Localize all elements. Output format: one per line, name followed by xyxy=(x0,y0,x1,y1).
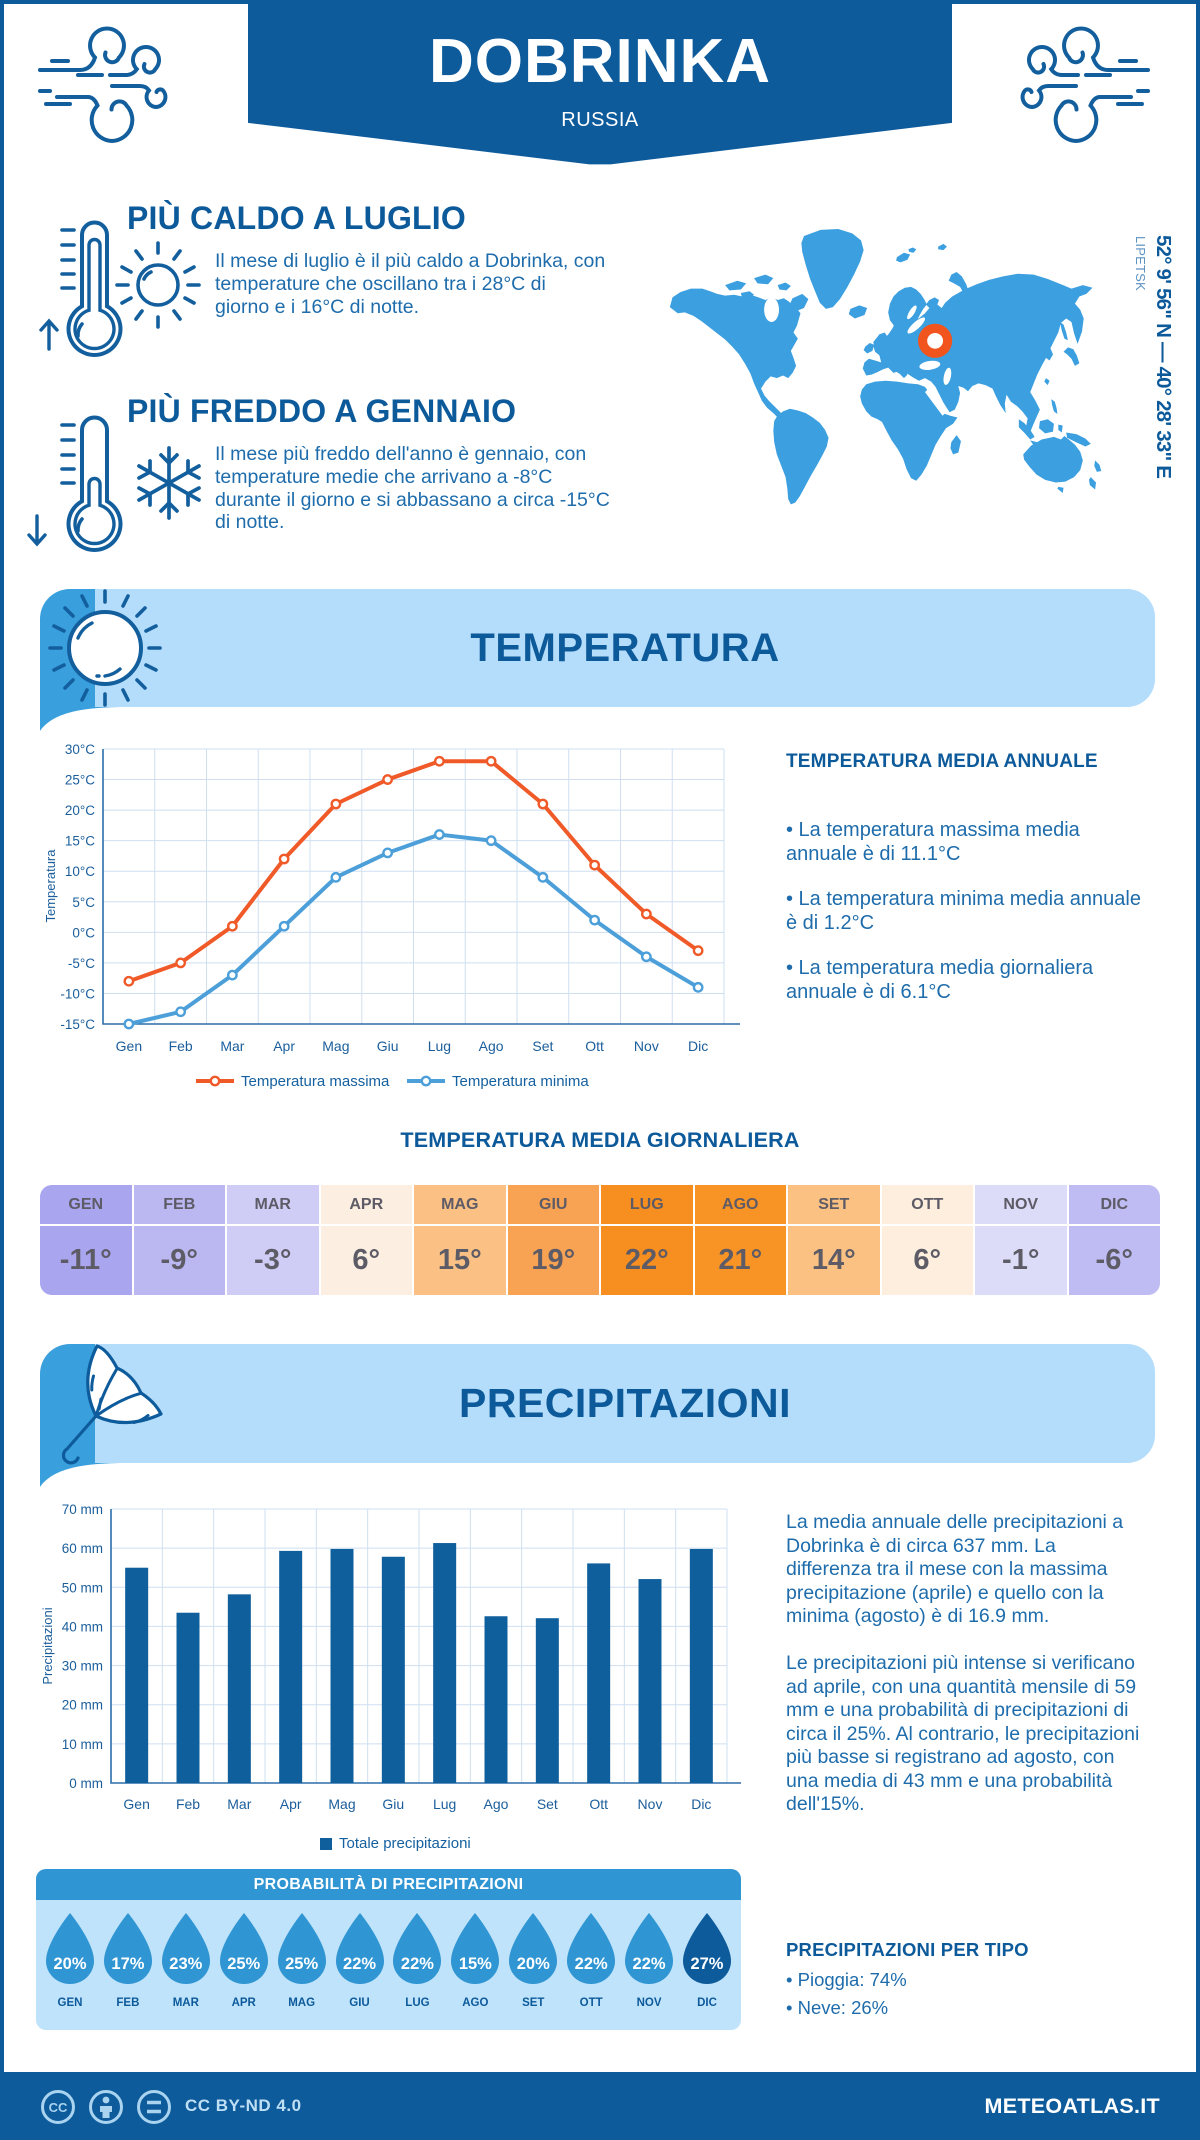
svg-text:Nov: Nov xyxy=(638,1796,663,1812)
svg-text:Ott: Ott xyxy=(589,1796,608,1812)
svg-text:5°C: 5°C xyxy=(72,895,95,910)
svg-text:25°C: 25°C xyxy=(65,773,95,788)
svg-text:-15°C: -15°C xyxy=(60,1017,95,1032)
svg-text:50 mm: 50 mm xyxy=(62,1580,103,1595)
svg-text:Apr: Apr xyxy=(273,1038,295,1054)
svg-text:Temperatura minima: Temperatura minima xyxy=(452,1073,589,1090)
svg-text:Giu: Giu xyxy=(382,1796,404,1812)
svg-text:Set: Set xyxy=(537,1796,558,1812)
svg-text:Ago: Ago xyxy=(484,1796,509,1812)
svg-text:30 mm: 30 mm xyxy=(62,1659,103,1674)
svg-text:CC: CC xyxy=(49,2100,68,2115)
svg-text:-5°C: -5°C xyxy=(68,956,95,971)
svg-text:Ago: Ago xyxy=(479,1038,504,1054)
svg-text:Set: Set xyxy=(532,1038,553,1054)
svg-text:20 mm: 20 mm xyxy=(62,1698,103,1713)
svg-text:0 mm: 0 mm xyxy=(69,1776,103,1791)
svg-text:Mag: Mag xyxy=(322,1038,349,1054)
svg-text:Apr: Apr xyxy=(280,1796,302,1812)
svg-text:Feb: Feb xyxy=(176,1796,200,1812)
svg-text:Gen: Gen xyxy=(123,1796,149,1812)
svg-text:Mar: Mar xyxy=(220,1038,244,1054)
svg-text:Feb: Feb xyxy=(169,1038,193,1054)
svg-text:15°C: 15°C xyxy=(65,834,95,849)
svg-text:Mag: Mag xyxy=(328,1796,355,1812)
svg-text:10°C: 10°C xyxy=(65,864,95,879)
svg-text:Totale precipitazioni: Totale precipitazioni xyxy=(339,1835,471,1852)
svg-text:30°C: 30°C xyxy=(65,742,95,757)
svg-text:Mar: Mar xyxy=(227,1796,251,1812)
svg-text:Dic: Dic xyxy=(691,1796,711,1812)
svg-text:70 mm: 70 mm xyxy=(62,1502,103,1517)
svg-text:Lug: Lug xyxy=(433,1796,456,1812)
svg-text:Dic: Dic xyxy=(688,1038,708,1054)
svg-text:Nov: Nov xyxy=(634,1038,659,1054)
svg-text:60 mm: 60 mm xyxy=(62,1541,103,1556)
svg-text:20°C: 20°C xyxy=(65,803,95,818)
svg-text:Ott: Ott xyxy=(585,1038,604,1054)
svg-text:0°C: 0°C xyxy=(72,925,95,940)
svg-text:Temperatura massima: Temperatura massima xyxy=(241,1073,390,1090)
svg-text:10 mm: 10 mm xyxy=(62,1737,103,1752)
svg-text:-10°C: -10°C xyxy=(60,986,95,1001)
svg-text:Giu: Giu xyxy=(377,1038,399,1054)
svg-text:Gen: Gen xyxy=(116,1038,142,1054)
svg-text:Lug: Lug xyxy=(428,1038,451,1054)
svg-text:Precipitazioni: Precipitazioni xyxy=(40,1607,55,1684)
svg-text:40 mm: 40 mm xyxy=(62,1619,103,1634)
svg-text:Temperatura: Temperatura xyxy=(43,849,58,923)
